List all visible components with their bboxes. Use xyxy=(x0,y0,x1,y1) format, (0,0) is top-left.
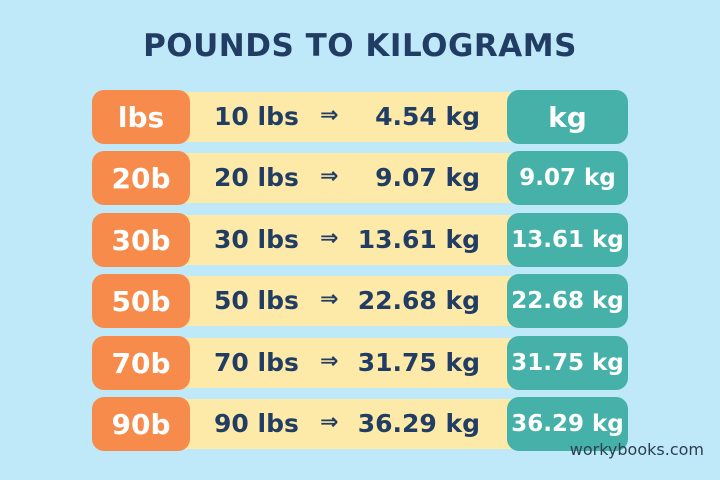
arrow-icon: ⇒ xyxy=(320,410,339,435)
arrow-icon: ⇒ xyxy=(320,349,339,374)
kg-badge: 22.68 kg xyxy=(507,274,628,328)
table-row: 30b 30 lbs ⇒ 13.61 kg 13.61 kg xyxy=(92,213,628,267)
table-row: lbs 10 lbs ⇒ 4.54 kg kg xyxy=(92,90,628,144)
kg-value: 36.29 kg xyxy=(357,409,480,438)
kg-badge: 36.29 kg xyxy=(507,397,628,451)
kg-badge: 31.75 kg xyxy=(507,336,628,390)
lbs-label: 70b xyxy=(92,336,190,390)
lbs-value: 30 lbs xyxy=(214,225,299,254)
kg-badge: 13.61 kg xyxy=(507,213,628,267)
table-row: 20b 20 lbs ⇒ 9.07 kg 9.07 kg xyxy=(92,151,628,205)
kg-value: 9.07 kg xyxy=(375,163,480,192)
lbs-value: 70 lbs xyxy=(214,348,299,377)
lbs-value: 20 lbs xyxy=(214,163,299,192)
kg-badge: 9.07 kg xyxy=(507,151,628,205)
source-watermark: workybooks.com xyxy=(569,440,704,459)
lbs-label: 20b xyxy=(92,151,190,205)
kg-value: 22.68 kg xyxy=(357,286,480,315)
page-title: POUNDS TO KILOGRAMS xyxy=(143,28,577,64)
arrow-icon: ⇒ xyxy=(320,287,339,312)
lbs-label: 30b xyxy=(92,213,190,267)
kg-badge: kg xyxy=(507,90,628,144)
lbs-value: 90 lbs xyxy=(214,409,299,438)
lbs-value: 50 lbs xyxy=(214,286,299,315)
arrow-icon: ⇒ xyxy=(320,226,339,251)
lbs-label: lbs xyxy=(92,90,190,144)
table-row: 90b 90 lbs ⇒ 36.29 kg 36.29 kg xyxy=(92,397,628,451)
kg-value: 4.54 kg xyxy=(375,102,480,131)
arrow-icon: ⇒ xyxy=(320,103,339,128)
table-row: 50b 50 lbs ⇒ 22.68 kg 22.68 kg xyxy=(92,274,628,328)
kg-value: 31.75 kg xyxy=(357,348,480,377)
lbs-label: 90b xyxy=(92,397,190,451)
lbs-value: 10 lbs xyxy=(214,102,299,131)
kg-value: 13.61 kg xyxy=(357,225,480,254)
table-row: 70b 70 lbs ⇒ 31.75 kg 31.75 kg xyxy=(92,336,628,390)
arrow-icon: ⇒ xyxy=(320,164,339,189)
lbs-label: 50b xyxy=(92,274,190,328)
